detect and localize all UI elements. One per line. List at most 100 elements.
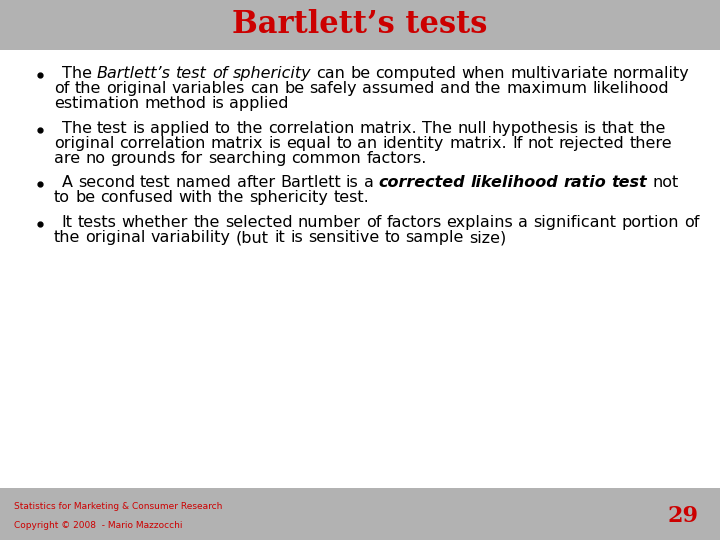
Text: number: number	[297, 215, 361, 230]
Text: matrix: matrix	[211, 136, 264, 151]
Text: sphericity: sphericity	[233, 66, 311, 81]
Text: significant: significant	[534, 215, 616, 230]
Text: likelihood: likelihood	[471, 176, 558, 190]
Text: sphericity: sphericity	[249, 190, 328, 205]
Text: whether: whether	[122, 215, 188, 230]
Text: The: The	[62, 120, 91, 136]
Text: of: of	[684, 215, 700, 230]
Text: original: original	[54, 136, 114, 151]
Text: and: and	[439, 81, 470, 96]
Text: (but: (but	[236, 230, 269, 245]
Text: Copyright © 2008  - Mario Mazzocchi: Copyright © 2008 - Mario Mazzocchi	[14, 521, 183, 530]
Text: size): size)	[469, 230, 506, 245]
Text: the: the	[217, 190, 244, 205]
Text: is: is	[269, 136, 282, 151]
Text: are: are	[54, 151, 80, 166]
Text: can: can	[250, 81, 279, 96]
Text: to: to	[54, 190, 70, 205]
Text: with: with	[179, 190, 212, 205]
Text: selected: selected	[225, 215, 292, 230]
Text: equal: equal	[287, 136, 331, 151]
Text: Bartlett’s: Bartlett’s	[96, 66, 171, 81]
Bar	[0, 488, 720, 540]
Text: sensitive: sensitive	[308, 230, 379, 245]
Text: test: test	[176, 66, 207, 81]
Text: is: is	[290, 230, 303, 245]
Text: assumed: assumed	[362, 81, 434, 96]
Text: test: test	[140, 176, 171, 190]
Text: a: a	[518, 215, 528, 230]
Text: a: a	[364, 176, 374, 190]
Text: Statistics for Marketing & Consumer Research: Statistics for Marketing & Consumer Rese…	[14, 502, 222, 511]
Text: test: test	[96, 120, 127, 136]
Text: the: the	[475, 81, 501, 96]
Text: when: when	[462, 66, 505, 81]
Text: 29: 29	[667, 505, 698, 526]
Text: method: method	[144, 96, 206, 111]
Text: ratio: ratio	[564, 176, 606, 190]
Text: Bartlett: Bartlett	[280, 176, 341, 190]
Text: matrix.: matrix.	[449, 136, 507, 151]
Text: A: A	[62, 176, 73, 190]
Text: Bartlett’s tests: Bartlett’s tests	[233, 9, 487, 40]
Text: null: null	[457, 120, 487, 136]
Text: of: of	[366, 215, 381, 230]
Text: is: is	[132, 120, 145, 136]
Text: confused: confused	[100, 190, 174, 205]
Text: to: to	[384, 230, 400, 245]
Text: factors: factors	[386, 215, 441, 230]
Text: It: It	[62, 215, 73, 230]
Text: matrix.: matrix.	[359, 120, 417, 136]
Text: the: the	[193, 215, 220, 230]
Text: hypothesis: hypothesis	[492, 120, 579, 136]
Text: no: no	[85, 151, 105, 166]
Text: an: an	[358, 136, 377, 151]
Text: the: the	[74, 81, 101, 96]
Text: identity: identity	[383, 136, 444, 151]
Text: it: it	[274, 230, 285, 245]
Text: corrected: corrected	[379, 176, 465, 190]
Text: the: the	[639, 120, 666, 136]
Text: to: to	[215, 120, 231, 136]
Text: can: can	[316, 66, 345, 81]
Text: estimation: estimation	[54, 96, 139, 111]
Text: applied: applied	[150, 120, 210, 136]
Text: the: the	[54, 230, 81, 245]
Text: test: test	[611, 176, 647, 190]
Text: to: to	[336, 136, 352, 151]
Text: test.: test.	[333, 190, 369, 205]
Bar	[0, 0, 720, 50]
Text: explains: explains	[446, 215, 513, 230]
Text: correlation: correlation	[120, 136, 206, 151]
Text: computed: computed	[375, 66, 456, 81]
Text: maximum: maximum	[506, 81, 588, 96]
Text: If: If	[512, 136, 523, 151]
Text: the: the	[236, 120, 263, 136]
Text: rejected: rejected	[559, 136, 625, 151]
Text: there: there	[630, 136, 672, 151]
Text: grounds: grounds	[110, 151, 176, 166]
Text: sample: sample	[405, 230, 464, 245]
Text: is: is	[584, 120, 597, 136]
Text: original: original	[86, 230, 146, 245]
Text: of: of	[54, 81, 69, 96]
Text: not: not	[652, 176, 678, 190]
Text: tests: tests	[78, 215, 117, 230]
Text: variables: variables	[171, 81, 245, 96]
Text: correlation: correlation	[268, 120, 354, 136]
Text: for: for	[181, 151, 203, 166]
Text: not: not	[528, 136, 554, 151]
Text: factors.: factors.	[366, 151, 427, 166]
Text: safely: safely	[310, 81, 357, 96]
Text: is: is	[212, 96, 224, 111]
Text: variability: variability	[151, 230, 231, 245]
Text: named: named	[176, 176, 232, 190]
Text: original: original	[106, 81, 166, 96]
Text: common: common	[292, 151, 361, 166]
Text: applied: applied	[229, 96, 289, 111]
Text: after: after	[237, 176, 275, 190]
Text: of: of	[212, 66, 228, 81]
Text: searching: searching	[208, 151, 287, 166]
Text: be: be	[350, 66, 370, 81]
Text: portion: portion	[621, 215, 679, 230]
